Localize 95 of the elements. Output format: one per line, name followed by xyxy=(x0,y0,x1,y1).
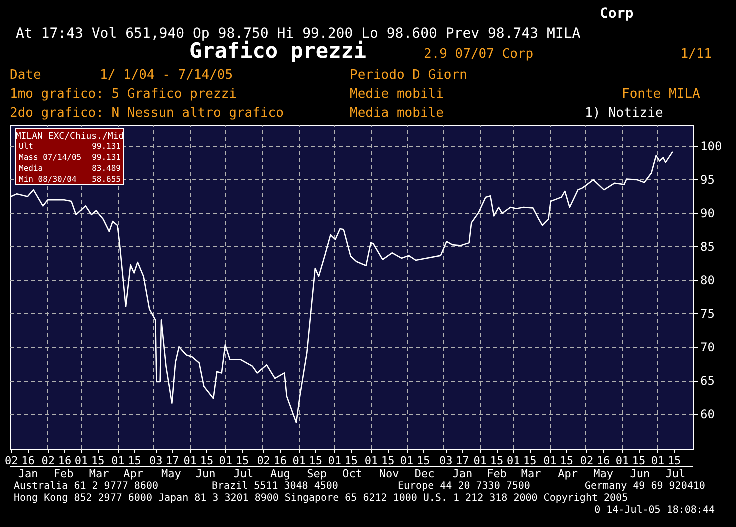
y-tick-label: 75 xyxy=(700,306,715,321)
y-tick-label: 85 xyxy=(700,240,715,254)
x-tick-label: 15 xyxy=(309,454,323,468)
y-tick-label: 80 xyxy=(700,273,715,288)
annotation: 58.655 xyxy=(92,175,122,184)
x2-tick-label: Jan xyxy=(452,468,473,480)
x-tick-label: 15 xyxy=(668,454,682,468)
text: Medie mobili xyxy=(350,87,444,102)
x-tick-label: 01 xyxy=(74,454,88,468)
x2-tick-label: Jun xyxy=(630,468,650,480)
x-tick-label: 01 xyxy=(219,454,233,468)
text: 2do grafico: N Nessun altro grafico xyxy=(10,106,284,121)
x-tick-label: 15 xyxy=(128,454,142,468)
x2-tick-label: Jan xyxy=(18,468,38,480)
x2-tick-label: Sep xyxy=(307,468,328,480)
text: 2.9 07/07 Corp xyxy=(424,47,534,62)
source-note: Fonte MILA xyxy=(622,87,700,102)
x2-tick-label: May xyxy=(162,468,182,480)
annotation: 99.131 xyxy=(92,142,122,151)
x-tick-label: 01 xyxy=(474,454,488,468)
text: Europe 44 20 7330 7500 xyxy=(398,481,530,492)
chart-title: Grafico prezzi xyxy=(189,39,367,63)
x-tick-label: 02 xyxy=(257,454,270,468)
x-tick-label: 15 xyxy=(344,454,358,468)
x2-tick-label: Oct xyxy=(342,468,363,480)
x2-tick-label: Jun xyxy=(196,468,216,480)
text: 1mo grafico: 5 Grafico prezzi xyxy=(10,87,237,102)
annotation: 83.489 xyxy=(92,164,122,173)
x-tick-label: 01 xyxy=(292,454,306,468)
x2-tick-label: Feb xyxy=(54,468,74,480)
annotation: Media xyxy=(19,164,44,173)
x-tick-label: 15 xyxy=(490,454,504,468)
x-tick-label: 01 xyxy=(651,454,665,468)
x2-tick-label: Dec xyxy=(414,468,435,480)
text: Australia 61 2 9777 8600 xyxy=(14,481,158,492)
x2-tick-label: Aug xyxy=(270,468,290,480)
x-tick-label: 01 xyxy=(544,454,557,468)
x-tick-label: 15 xyxy=(381,454,395,468)
x-tick-label: 02 xyxy=(42,454,56,468)
y-tick-label: 60 xyxy=(700,408,715,422)
x-tick-label: 02 xyxy=(5,454,18,468)
x-tick-label: 16 xyxy=(596,454,610,468)
y-tick-label: 90 xyxy=(700,206,715,220)
x2-tick-label: Nov xyxy=(379,468,400,480)
x-tick-label: 01 xyxy=(328,454,342,468)
text: 1/ 1/04 - 7/14/05 xyxy=(100,68,234,83)
x-tick-label: 15 xyxy=(236,454,250,468)
x-tick-label: 16 xyxy=(22,454,35,468)
x-tick-label: 01 xyxy=(364,454,378,468)
x-tick-label: 03 xyxy=(439,454,453,468)
text: Media mobile xyxy=(350,106,444,121)
annotation: MILAN EXC/Chius./Mid xyxy=(16,132,124,142)
x-tick-label: 16 xyxy=(58,454,72,468)
x2-tick-label: Jul xyxy=(234,468,254,480)
x-tick-label: 15 xyxy=(91,454,105,468)
x-tick-label: 03 xyxy=(149,454,163,468)
x2-tick-label: May xyxy=(594,468,614,480)
x-tick-label: 16 xyxy=(274,454,288,468)
text: Brazil 5511 3048 4500 xyxy=(212,481,338,492)
x-tick-label: 01 xyxy=(112,454,125,468)
text: Periodo D Giorn xyxy=(350,68,468,83)
x-tick-label: 01 xyxy=(400,454,414,468)
text: Corp xyxy=(600,6,634,22)
x-tick-label: 01 xyxy=(184,454,198,468)
x-tick-label: 15 xyxy=(416,454,430,468)
x-tick-label: 17 xyxy=(456,454,470,468)
x-tick-label: 01 xyxy=(616,454,630,468)
y-tick-label: 65 xyxy=(700,374,715,388)
x2-tick-label: Mar xyxy=(521,468,542,480)
text: 1) Notizie xyxy=(585,106,664,121)
text: Hong Kong 852 2977 6000 Japan 81 3 3201 8900 Singapore 65 6212 1000 U.S. 1 212 318 2000 Copyright 2005 xyxy=(14,493,628,504)
x2-tick-label: Apr xyxy=(124,468,144,480)
x2-tick-label: Jul xyxy=(666,468,686,480)
x2-tick-label: Mar xyxy=(89,468,110,480)
text: At 17:43 Vol 651,940 Op 98.750 Hi 99.200 Lo 98.600 Prev 98.743 MILA xyxy=(16,26,582,42)
x-tick-label: 15 xyxy=(632,454,646,468)
annotation: Mass 07/14/05 xyxy=(19,153,82,162)
x-tick-label: 01 xyxy=(506,454,520,468)
x2-tick-label: Feb xyxy=(487,468,507,480)
x2-tick-label: Apr xyxy=(558,468,578,480)
text: Germany 49 69 920410 xyxy=(585,481,706,492)
annotation: Ult xyxy=(19,142,34,151)
y-tick-label: 100 xyxy=(700,139,722,154)
x-tick-label: 15 xyxy=(200,454,214,468)
text: Date xyxy=(10,68,42,83)
x-tick-label: 15 xyxy=(524,454,537,468)
y-tick-label: 95 xyxy=(700,172,715,187)
x-tick-label: 17 xyxy=(166,454,180,468)
x-tick-label: 02 xyxy=(580,454,594,468)
annotation: 99.131 xyxy=(92,153,122,162)
annotation: Min 08/30/04 xyxy=(19,175,77,184)
text: 0 14-Jul-05 18:08:44 xyxy=(594,505,715,516)
x-tick-label: 15 xyxy=(560,454,574,468)
y-tick-label: 70 xyxy=(700,340,715,355)
text: 1/11 xyxy=(680,47,712,62)
